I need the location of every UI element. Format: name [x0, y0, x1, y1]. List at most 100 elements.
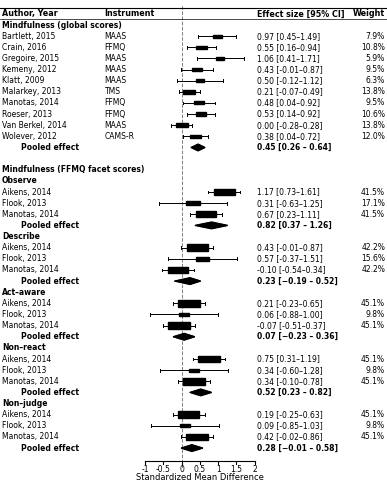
Bar: [176, 124, 188, 127]
Text: Aikens, 2014: Aikens, 2014: [2, 243, 51, 252]
Text: Pooled effect: Pooled effect: [21, 221, 79, 230]
Text: Act–aware: Act–aware: [2, 288, 46, 297]
Text: TMS: TMS: [104, 87, 120, 96]
Text: 0.52 [0.23 – 0.82]: 0.52 [0.23 – 0.82]: [257, 388, 331, 397]
Text: Pooled effect: Pooled effect: [21, 276, 79, 285]
Polygon shape: [173, 333, 195, 340]
Text: 0.50 [-0.12–1.12]: 0.50 [-0.12–1.12]: [257, 76, 322, 85]
Text: 1.06 [0.41–1.71]: 1.06 [0.41–1.71]: [257, 54, 319, 63]
Text: 0.07 [−0.23 – 0.36]: 0.07 [−0.23 – 0.36]: [257, 332, 337, 341]
Text: 9.5%: 9.5%: [366, 65, 385, 74]
Text: 17.1%: 17.1%: [361, 199, 385, 208]
Text: Pooled effect: Pooled effect: [21, 332, 79, 341]
Text: Weight: Weight: [353, 9, 385, 18]
Polygon shape: [181, 445, 203, 451]
Text: 0.34 [-0.10–0.78]: 0.34 [-0.10–0.78]: [257, 377, 322, 386]
Text: Manotas, 2014: Manotas, 2014: [2, 265, 59, 274]
Text: Kemeny, 2012: Kemeny, 2012: [2, 65, 57, 74]
Bar: [186, 434, 208, 440]
Text: Crain, 2016: Crain, 2016: [2, 43, 46, 52]
Text: -0.07 [-0.51–0.37]: -0.07 [-0.51–0.37]: [257, 321, 325, 330]
Bar: [179, 313, 189, 316]
Text: 0.38 [0.04–0.72]: 0.38 [0.04–0.72]: [257, 132, 320, 141]
Text: FFMQ: FFMQ: [104, 43, 126, 52]
Text: Manotas, 2014: Manotas, 2014: [2, 377, 59, 386]
Text: 6.3%: 6.3%: [366, 76, 385, 85]
Text: 42.2%: 42.2%: [361, 243, 385, 252]
Text: 9.8%: 9.8%: [366, 421, 385, 430]
Text: 0.53 [0.14–0.92]: 0.53 [0.14–0.92]: [257, 110, 320, 119]
Bar: [192, 68, 202, 71]
Text: Wolever, 2012: Wolever, 2012: [2, 132, 57, 141]
Bar: [183, 90, 195, 94]
Text: 15.6%: 15.6%: [361, 254, 385, 263]
Text: 1: 1: [216, 465, 221, 474]
Text: 0.42 [-0.02–0.86]: 0.42 [-0.02–0.86]: [257, 432, 322, 441]
Text: Non–react: Non–react: [2, 344, 46, 353]
Text: Effect size [95% CI]: Effect size [95% CI]: [257, 9, 344, 18]
Bar: [198, 356, 220, 363]
Text: FFMQ: FFMQ: [104, 99, 126, 108]
Text: 0.21 [-0.23–0.65]: 0.21 [-0.23–0.65]: [257, 299, 322, 308]
Text: Van Berkel, 2014: Van Berkel, 2014: [2, 121, 67, 129]
Text: 2: 2: [252, 465, 257, 474]
Bar: [190, 134, 201, 138]
Text: 10.6%: 10.6%: [361, 110, 385, 119]
Text: 0.19 [-0.25–0.63]: 0.19 [-0.25–0.63]: [257, 410, 322, 419]
Text: 5.9%: 5.9%: [366, 54, 385, 63]
Text: Flook, 2013: Flook, 2013: [2, 366, 46, 374]
Text: 0.97 [0.45–1.49]: 0.97 [0.45–1.49]: [257, 32, 320, 41]
Text: 13.8%: 13.8%: [361, 87, 385, 96]
Text: 0.57 [-0.37–1.51]: 0.57 [-0.37–1.51]: [257, 254, 322, 263]
Bar: [168, 322, 190, 329]
Text: 10.8%: 10.8%: [361, 43, 385, 52]
Text: 42.2%: 42.2%: [361, 265, 385, 274]
Text: Malarkey, 2013: Malarkey, 2013: [2, 87, 61, 96]
Text: 0.43 [-0.01–0.87]: 0.43 [-0.01–0.87]: [257, 243, 322, 252]
Text: Pooled effect: Pooled effect: [21, 444, 79, 453]
Text: 45.1%: 45.1%: [361, 410, 385, 419]
Text: MAAS: MAAS: [104, 121, 127, 129]
Bar: [187, 245, 208, 251]
Text: Observe: Observe: [2, 176, 38, 185]
Text: 41.5%: 41.5%: [361, 210, 385, 219]
Text: Standardized Mean Difference: Standardized Mean Difference: [136, 473, 264, 482]
Bar: [214, 189, 235, 195]
Text: Pooled effect: Pooled effect: [21, 388, 79, 397]
Text: Manotas, 2014: Manotas, 2014: [2, 99, 59, 108]
Text: MAAS: MAAS: [104, 76, 127, 85]
Text: 45.1%: 45.1%: [361, 355, 385, 364]
Bar: [178, 411, 199, 418]
Text: Bartlett, 2015: Bartlett, 2015: [2, 32, 55, 41]
Text: Aikens, 2014: Aikens, 2014: [2, 299, 51, 308]
Text: Gregoire, 2015: Gregoire, 2015: [2, 54, 59, 63]
Text: 1.5: 1.5: [230, 465, 242, 474]
Text: Aikens, 2014: Aikens, 2014: [2, 188, 51, 197]
Text: 12.0%: 12.0%: [361, 132, 385, 141]
Text: 0.67 [0.23–1.11]: 0.67 [0.23–1.11]: [257, 210, 319, 219]
Text: Author, Year: Author, Year: [2, 9, 58, 18]
Text: Flook, 2013: Flook, 2013: [2, 199, 46, 208]
Text: Roeser, 2013: Roeser, 2013: [2, 110, 52, 119]
Text: Non–judge: Non–judge: [2, 399, 48, 408]
Text: Manotas, 2014: Manotas, 2014: [2, 210, 59, 219]
Bar: [186, 201, 200, 205]
Text: 0.34 [-0.60–1.28]: 0.34 [-0.60–1.28]: [257, 366, 322, 374]
Text: Instrument: Instrument: [104, 9, 155, 18]
Text: 0.21 [-0.07–0.49]: 0.21 [-0.07–0.49]: [257, 87, 322, 96]
Text: 9.5%: 9.5%: [366, 99, 385, 108]
Text: MAAS: MAAS: [104, 54, 127, 63]
Text: Pooled effect: Pooled effect: [21, 143, 79, 152]
Text: 45.1%: 45.1%: [361, 321, 385, 330]
Text: 45.1%: 45.1%: [361, 432, 385, 441]
Bar: [178, 300, 200, 307]
Text: Flook, 2013: Flook, 2013: [2, 421, 46, 430]
Text: Manotas, 2014: Manotas, 2014: [2, 321, 59, 330]
Bar: [216, 57, 224, 60]
Text: -1: -1: [141, 465, 149, 474]
Text: Mindfulness (global scores): Mindfulness (global scores): [2, 20, 122, 29]
Text: 0: 0: [179, 465, 184, 474]
Text: 0.31 [-0.63–1.25]: 0.31 [-0.63–1.25]: [257, 199, 322, 208]
Text: 45.1%: 45.1%: [361, 377, 385, 386]
Text: 0.55 [0.16–0.94]: 0.55 [0.16–0.94]: [257, 43, 320, 52]
